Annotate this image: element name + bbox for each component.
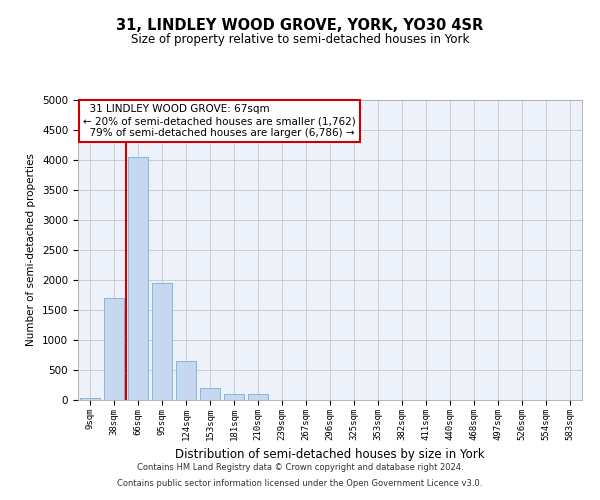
Bar (80, 398, 100, 400)
Bar (176, 361, 196, 400)
Bar (200, 388, 220, 400)
Bar (152, 283, 172, 400)
Bar (248, 394, 268, 400)
Text: 31, LINDLEY WOOD GROVE, YORK, YO30 4SR: 31, LINDLEY WOOD GROVE, YORK, YO30 4SR (116, 18, 484, 32)
Text: Contains public sector information licensed under the Open Government Licence v3: Contains public sector information licen… (118, 478, 482, 488)
Text: Contains HM Land Registry data © Crown copyright and database right 2024.: Contains HM Land Registry data © Crown c… (137, 464, 463, 472)
Bar (128, 157, 148, 400)
Y-axis label: Number of semi-detached properties: Number of semi-detached properties (26, 154, 37, 346)
X-axis label: Distribution of semi-detached houses by size in York: Distribution of semi-detached houses by … (175, 448, 485, 461)
Text: Size of property relative to semi-detached houses in York: Size of property relative to semi-detach… (131, 32, 469, 46)
Text: 31 LINDLEY WOOD GROVE: 67sqm
← 20% of semi-detached houses are smaller (1,762)
 : 31 LINDLEY WOOD GROVE: 67sqm ← 20% of se… (83, 104, 356, 138)
Bar (224, 394, 244, 400)
Bar (104, 298, 124, 400)
